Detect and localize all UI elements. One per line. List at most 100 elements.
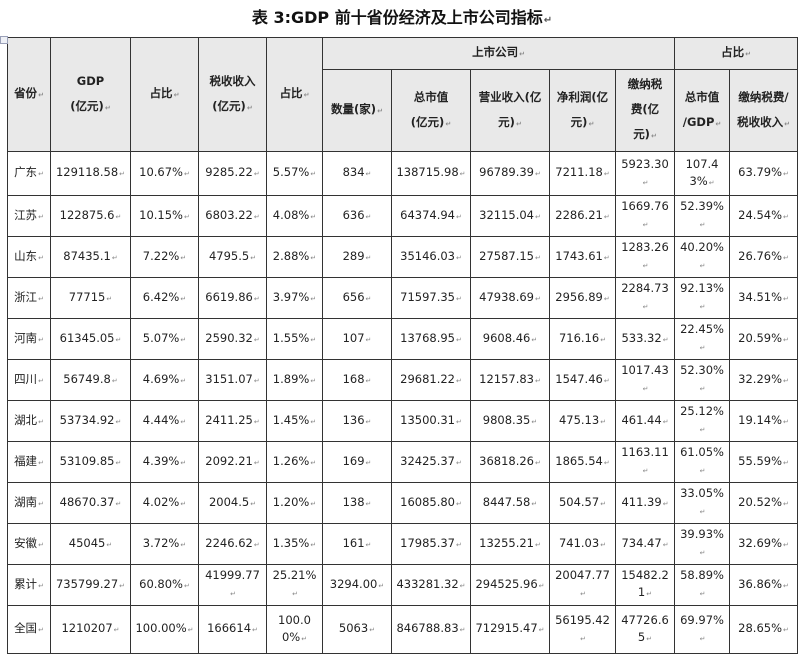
cell-mark-icon: ↵ <box>38 581 44 590</box>
cell-mark-icon: ↵ <box>784 119 790 128</box>
col-header-label: GDP (亿元) <box>70 73 105 113</box>
cell-text: 129118.58 <box>55 165 119 179</box>
value-cell: 138715.98↵ <box>391 151 471 196</box>
cell-text: 77715 <box>68 289 106 304</box>
value-cell: 69.97% ↵ <box>674 605 731 654</box>
cell-mark-icon: ↵ <box>699 590 706 598</box>
cell-text: 52.39% <box>680 199 724 213</box>
cell-text: 22.45% <box>680 322 724 336</box>
cell-mark-icon: ↵ <box>745 50 751 58</box>
value-cell: 52.39% ↵ <box>674 195 731 237</box>
cell-mark-icon: ↵ <box>600 417 607 426</box>
cell-text: 27587.15 <box>479 248 534 263</box>
province-cell: 湖南↵ <box>7 482 51 524</box>
cell-mark-icon: ↵ <box>642 178 649 187</box>
cell-text: 60.80% <box>139 576 183 591</box>
cell-text: 20047.77 <box>555 568 610 582</box>
col-header-company-count: 数量(家)↵ <box>322 69 392 152</box>
province-cell: 河南↵ <box>7 318 51 360</box>
value-cell: 7.22%↵ <box>130 236 199 278</box>
value-cell: 13500.31↵ <box>391 400 471 442</box>
cell-text: 3151.07 <box>205 371 253 386</box>
cell-text: 20.52% <box>738 494 783 509</box>
cell-mark-icon: ↵ <box>38 376 44 385</box>
value-cell: 26.76%↵ <box>729 236 799 278</box>
cell-text: 734.47 <box>621 535 662 550</box>
value-cell: 1.20%↵ <box>266 482 323 524</box>
cell-mark-icon: ↵ <box>642 262 649 270</box>
value-cell: 411.39↵ <box>614 482 676 524</box>
col-header-taxes-paid: 缴纳税 费(亿 元)↵ <box>614 69 676 152</box>
cell-text: 92.13% <box>680 281 724 295</box>
value-cell: 34.51%↵ <box>729 277 799 319</box>
col-header-marketcap-over-gdp: 总市值 /GDP↵ <box>674 69 731 152</box>
value-cell: 166614↵ <box>198 605 267 654</box>
cell-text: 2284.73 <box>621 281 669 295</box>
province-cell: 全国↵ <box>7 605 51 654</box>
cell-text: 58.89% <box>680 568 724 582</box>
cell-text: 168 <box>342 371 365 386</box>
cell-text: 1547.46 <box>555 371 603 386</box>
value-cell: 4795.5↵ <box>198 236 267 278</box>
value-cell: 55.59%↵ <box>729 441 799 483</box>
cell-text: 138715.98 <box>396 165 459 179</box>
cell-text: 2.88% <box>272 248 310 263</box>
cell-text: 36.86% <box>738 576 783 591</box>
cell-mark-icon: ↵ <box>310 170 317 178</box>
cell-mark-icon: ↵ <box>38 540 44 549</box>
cell-mark-icon: ↵ <box>783 626 789 634</box>
cell-text: 2956.89 <box>555 289 603 304</box>
province-cell: 山东↵ <box>7 236 51 278</box>
cell-text: 107 <box>342 330 365 345</box>
value-cell: 1.55%↵ <box>266 318 323 360</box>
cell-text: 533.32 <box>621 330 662 345</box>
cell-mark-icon: ↵ <box>531 335 538 344</box>
cell-mark-icon: ↵ <box>111 376 118 385</box>
col-header-label: 总市值 /GDP <box>682 89 720 129</box>
cell-mark-icon: ↵ <box>538 581 545 590</box>
col-header-label: 省份 <box>14 86 38 100</box>
cell-text: 56749.8 <box>63 371 111 386</box>
cell-mark-icon: ↵ <box>459 581 466 590</box>
cell-text: 52.30% <box>680 363 724 377</box>
group-header-listed-companies: 上市公司↵ <box>321 37 676 70</box>
value-cell: 33.05% ↵ <box>674 482 731 524</box>
cell-text: 411.39 <box>621 494 662 509</box>
col-header-market-cap: 总市值 (亿元)↵ <box>391 69 471 152</box>
cell-mark-icon: ↵ <box>38 417 44 426</box>
cell-mark-icon: ↵ <box>115 417 122 426</box>
cell-mark-icon: ↵ <box>180 540 187 549</box>
cell-mark-icon: ↵ <box>310 253 317 262</box>
value-cell: 1.89%↵ <box>266 359 323 401</box>
gdp-provinces-table: 省份↵ GDP (亿元)↵ 占比↵ 税收收入 (亿元)↵ 占比↵ 上市公司↵ 占… <box>7 37 799 654</box>
value-cell: 1865.54↵ <box>549 441 616 483</box>
value-cell: 2284.73 ↵ <box>614 277 676 319</box>
value-cell: 9808.35↵ <box>470 400 550 442</box>
province-cell: 四川↵ <box>7 359 51 401</box>
cell-text: 656 <box>342 289 365 304</box>
cell-text: 河南 <box>14 330 38 345</box>
value-cell: 35146.03↵ <box>391 236 471 278</box>
cell-mark-icon: ↵ <box>38 458 44 467</box>
table-row: 河南↵ 61345.05↵ 5.07%↵ 2590.32↵ 1.55%↵ 107↵ 1376… <box>7 318 799 360</box>
cell-text: 1283.26 <box>621 240 669 254</box>
cell-mark-icon: ↵ <box>180 458 187 467</box>
cell-mark-icon: ↵ <box>531 499 538 508</box>
cell-mark-icon: ↵ <box>646 634 653 643</box>
cell-text: 全国 <box>14 621 38 635</box>
table-select-handle-icon[interactable] <box>0 36 8 44</box>
cell-mark-icon: ↵ <box>642 467 649 475</box>
cell-text: 5.57% <box>272 165 310 179</box>
value-cell: 52.30% ↵ <box>674 359 731 401</box>
cell-text: 63.79% <box>738 165 783 179</box>
cell-mark-icon: ↵ <box>783 376 789 385</box>
cell-text: 33.05% <box>680 486 724 500</box>
cell-mark-icon: ↵ <box>600 499 607 508</box>
value-cell: 461.44↵ <box>614 400 676 442</box>
value-cell: 168↵ <box>322 359 392 401</box>
cell-mark-icon: ↵ <box>603 376 610 385</box>
value-cell: 533.32↵ <box>614 318 676 360</box>
cell-mark-icon: ↵ <box>642 221 649 229</box>
cell-text: 56195.42 <box>555 612 610 627</box>
cell-mark-icon: ↵ <box>365 499 372 508</box>
